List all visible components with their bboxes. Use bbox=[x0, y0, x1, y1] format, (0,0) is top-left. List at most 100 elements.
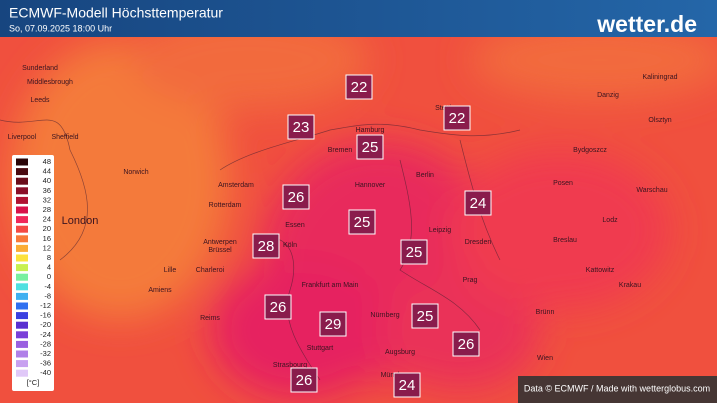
city-label: Nürnberg bbox=[370, 312, 399, 319]
legend-value: -32 bbox=[40, 349, 51, 358]
temperature-value: 25 bbox=[417, 308, 434, 325]
legend-swatch bbox=[16, 225, 28, 233]
legend-value: 40 bbox=[43, 176, 51, 185]
temperature-value: 22 bbox=[351, 79, 368, 96]
temperature-value: 26 bbox=[270, 299, 287, 316]
legend-swatch bbox=[16, 177, 28, 185]
temperature-box bbox=[345, 74, 373, 100]
temperature-box bbox=[348, 209, 376, 235]
temperature-box bbox=[264, 294, 292, 320]
city-label: Krakau bbox=[619, 282, 641, 289]
city-label: Berlin bbox=[416, 172, 434, 179]
city-label: Leipzig bbox=[429, 227, 451, 234]
legend-swatch bbox=[16, 302, 28, 310]
legend-swatch bbox=[16, 168, 28, 176]
temperature-value: 26 bbox=[458, 336, 475, 353]
city-label: Reims bbox=[200, 315, 220, 322]
header-bar bbox=[0, 0, 717, 37]
legend-swatch bbox=[16, 235, 28, 243]
temperature-box bbox=[356, 134, 384, 160]
footer-box bbox=[518, 376, 717, 403]
temperature-box bbox=[287, 114, 315, 140]
temperature-value: 23 bbox=[293, 119, 310, 136]
legend-value: -36 bbox=[40, 359, 51, 368]
legend-swatch bbox=[16, 273, 28, 281]
legend-swatch bbox=[16, 292, 28, 300]
legend-swatch bbox=[16, 350, 28, 358]
legend-value: 8 bbox=[47, 253, 51, 262]
legend-swatch bbox=[16, 331, 28, 339]
temperature-value: 26 bbox=[288, 189, 305, 206]
temperature-value: 24 bbox=[399, 377, 416, 394]
legend-swatch bbox=[16, 369, 28, 377]
city-label: Leeds bbox=[30, 97, 50, 104]
temperature-box bbox=[443, 105, 471, 131]
city-label: Kattowitz bbox=[586, 267, 615, 274]
logo: wetter.de bbox=[596, 11, 697, 37]
city-label: Liverpool bbox=[8, 134, 37, 141]
legend-value: 44 bbox=[43, 167, 51, 176]
city-label: Amsterdam bbox=[218, 182, 254, 189]
footer: Data © ECMWF / Made with wetterglobus.co… bbox=[524, 383, 710, 393]
legend-value: -4 bbox=[44, 282, 51, 291]
city-label: Middlesbrough bbox=[27, 79, 73, 86]
legend-value: 24 bbox=[43, 215, 51, 224]
city-label: London bbox=[62, 215, 99, 227]
city-label: Hannover bbox=[355, 182, 386, 189]
temperature-value: 24 bbox=[470, 195, 487, 212]
legend-swatch bbox=[16, 340, 28, 348]
city-label: Essen bbox=[285, 222, 305, 229]
temperature-box bbox=[282, 184, 310, 210]
legend-value: -24 bbox=[40, 330, 51, 339]
legend-swatch bbox=[16, 264, 28, 272]
city-label: Strasbourg bbox=[273, 362, 307, 369]
temperature-box bbox=[319, 311, 347, 337]
temperature-value: 28 bbox=[258, 238, 275, 255]
temperature-box bbox=[452, 331, 480, 357]
legend-value: -16 bbox=[40, 311, 51, 320]
legend-value: -20 bbox=[40, 320, 51, 329]
legend-value: 16 bbox=[43, 234, 51, 243]
temperature-box bbox=[400, 239, 428, 265]
city-label: Lille bbox=[164, 267, 177, 274]
city-label: Frankfurt am Main bbox=[302, 282, 359, 289]
temperature-value: 25 bbox=[406, 244, 423, 261]
legend-swatch bbox=[16, 158, 28, 166]
city-label: Brüssel bbox=[208, 247, 232, 254]
legend-swatch bbox=[16, 312, 28, 320]
city-label: Bydgoszcz bbox=[573, 147, 607, 154]
legend-value: -8 bbox=[44, 291, 51, 300]
temperature-box bbox=[411, 303, 439, 329]
city-label: Kaliningrad bbox=[642, 74, 677, 81]
legend-value: 20 bbox=[43, 224, 51, 233]
city-label: Rotterdam bbox=[209, 202, 242, 209]
legend-swatch bbox=[16, 216, 28, 224]
city-label: Antwerpen bbox=[203, 239, 237, 246]
city-label: Charleroi bbox=[196, 267, 225, 274]
city-label: Bremen bbox=[328, 147, 353, 154]
temperature-value: 26 bbox=[296, 372, 313, 389]
temperature-box bbox=[393, 372, 421, 398]
legend-value: 0 bbox=[47, 272, 51, 281]
legend-unit: [°C] bbox=[27, 378, 40, 387]
legend-value: -40 bbox=[40, 368, 51, 377]
temperature-value: 25 bbox=[354, 214, 371, 231]
city-label: Norwich bbox=[123, 169, 148, 176]
legend-swatch bbox=[16, 254, 28, 262]
city-label: Hamburg bbox=[356, 127, 385, 134]
temperature-value: 22 bbox=[449, 110, 466, 127]
city-label: Olsztyn bbox=[648, 117, 671, 124]
city-label: Augsburg bbox=[385, 349, 415, 356]
legend-swatch bbox=[16, 244, 28, 252]
subtitle: So, 07.09.2025 18:00 Uhr bbox=[9, 23, 112, 33]
temperature-value: 25 bbox=[362, 139, 379, 156]
legend-value: 48 bbox=[43, 157, 51, 166]
legend-value: 12 bbox=[43, 243, 51, 252]
temperature-box bbox=[464, 190, 492, 216]
city-label: Wien bbox=[537, 355, 553, 362]
legend-swatch bbox=[16, 196, 28, 204]
city-label: Köln bbox=[283, 242, 297, 249]
city-label: Amiens bbox=[148, 287, 172, 294]
legend-value: 32 bbox=[43, 195, 51, 204]
